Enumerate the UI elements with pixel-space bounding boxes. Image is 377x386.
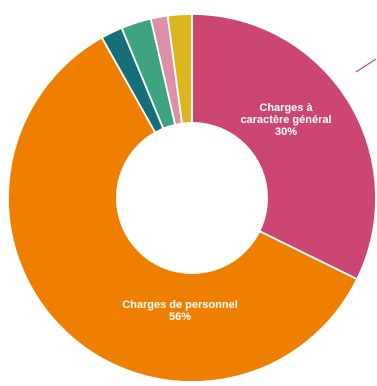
slice-value-1: 30% — [275, 126, 297, 138]
slice-label-2: Charges de personnel 56% — [122, 299, 238, 323]
slice-label-line-1: Charges à — [259, 102, 313, 114]
leader-line — [355, 58, 377, 73]
labels-group: Charges à caractère général 30% Charges de … — [122, 102, 331, 323]
slice-value-2: 56% — [169, 311, 191, 323]
donut-hole — [116, 122, 268, 274]
slice-label-1: Charges à caractère général 30% — [240, 102, 331, 138]
slice-label-line-1: caractère général — [240, 114, 331, 126]
slice-label-line-2: Charges de personnel — [122, 299, 238, 311]
